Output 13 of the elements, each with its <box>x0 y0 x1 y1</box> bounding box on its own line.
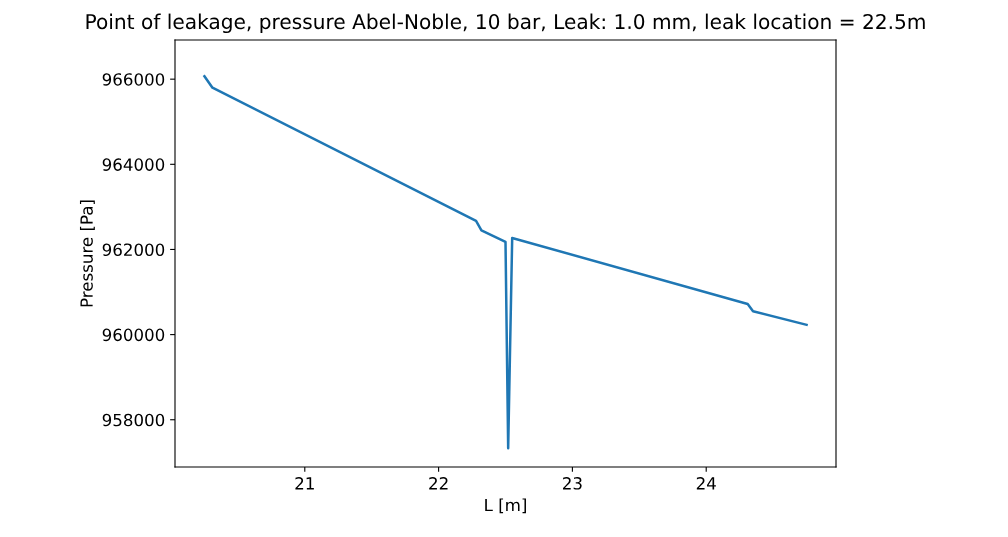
x-tick-label: 23 <box>563 477 582 490</box>
line-series <box>203 74 808 450</box>
x-tick-label: 24 <box>696 477 716 490</box>
y-tick-label: 960000 <box>102 328 165 342</box>
y-axis-title: Pressure [Pa] <box>79 200 95 307</box>
x-tick-label: 22 <box>429 477 448 490</box>
y-tick-label: 958000 <box>102 413 165 427</box>
y-tick-label: 962000 <box>102 243 165 257</box>
x-tick-label: 21 <box>295 477 314 490</box>
y-tick-label: 966000 <box>102 73 165 86</box>
chart-title: Point of leakage, pressure Abel-Noble, 10 bar, Leak: 1.0 mm, leak location = 22.5m <box>86 13 925 34</box>
x-axis-title: L [m] <box>485 498 526 514</box>
y-tick-label: 964000 <box>102 158 165 171</box>
